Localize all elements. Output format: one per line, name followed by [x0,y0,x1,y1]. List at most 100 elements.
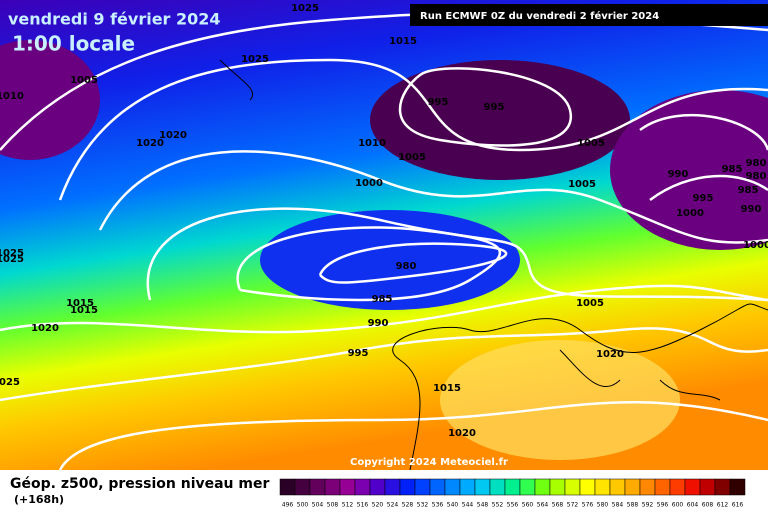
scale-label: 600 [672,502,684,509]
scale-label: 532 [417,502,429,509]
scale-swatch [594,478,611,496]
scale-swatch [639,478,656,496]
scale-label: 572 [567,502,579,509]
scale-label: 612 [717,502,729,509]
isobar-label: 1020 [596,349,624,360]
scale-label: 544 [462,502,474,509]
isobar-label: 1020 [159,130,187,141]
isobar-label: 1025 [291,3,319,14]
scale-swatch [399,478,416,496]
scale-label: 584 [612,502,624,509]
copyright: Copyright 2024 Meteociel.fr [350,457,508,468]
isobar-label: 990 [741,204,762,215]
isobar-label: 1000 [743,240,768,251]
isobar-label: 980 [746,171,767,182]
scale-swatch [444,478,461,496]
scale-swatch [309,478,326,496]
scale-label: 520 [372,502,384,509]
scale-swatch [699,478,716,496]
isobar-label: 1015 [389,36,417,47]
isobar-label: 1005 [70,75,98,86]
isobar-label: 985 [372,294,393,305]
scale-swatch [369,478,386,496]
footer-label: Géop. z500, pression niveau mer [10,476,269,492]
isobar-label: 1015 [433,383,461,394]
scale-label: 564 [537,502,549,509]
scale-swatch [654,478,671,496]
isobar-label: 980 [746,158,767,169]
scale-label: 560 [522,502,534,509]
scale-swatch [324,478,341,496]
scale-label: 576 [582,502,594,509]
scale-swatch [429,478,446,496]
scale-swatch [414,478,431,496]
run-info: Run ECMWF 0Z du vendredi 2 février 2024 [420,10,659,22]
isobar-label: 980 [396,261,417,272]
isobar-label: 1020 [31,323,59,334]
scale-label: 604 [687,502,699,509]
scale-swatch [474,478,491,496]
isobar-label: 990 [368,318,389,329]
footer-lead: (+168h) [14,493,64,506]
scale-swatch [459,478,476,496]
isobar-label: 1005 [568,179,596,190]
scale-label: 568 [552,502,564,509]
low-area [0,40,100,160]
scale-label: 592 [642,502,654,509]
isobar-label: 1015 [70,305,98,316]
scale-swatch [564,478,581,496]
scale-swatch [504,478,521,496]
isobar-label: 990 [668,169,689,180]
scale-swatch [384,478,401,496]
scale-label: 508 [327,502,339,509]
isobar-label: 985 [738,185,759,196]
coastlines [219,59,768,471]
scale-swatch [714,478,731,496]
scale-swatch [624,478,641,496]
scale-label: 596 [657,502,669,509]
scale-swatch [534,478,551,496]
isobar-label: 1025 [241,54,269,65]
scale-swatch [339,478,356,496]
isobar-label: 995 [693,193,714,204]
isobar-label: 1025 [0,254,24,265]
scale-label: 588 [627,502,639,509]
scale-label: 556 [507,502,519,509]
scale-label: 512 [342,502,354,509]
high-area [440,340,680,460]
isobar-label: 1015 [66,298,94,309]
scale-swatch [684,478,701,496]
scale-label: 524 [387,502,399,509]
isobar-label: 1010 [358,138,386,149]
isobar-label: 1025 [0,377,20,388]
scale-swatch [579,478,596,496]
scale-label: 616 [732,502,744,509]
scale-swatch [279,478,296,496]
scale-label: 528 [402,502,414,509]
isobar-label: 995 [348,348,369,359]
scale-label: 516 [357,502,369,509]
scale-swatch [549,478,566,496]
isobar-label: 1000 [676,208,704,219]
isobar-label: 985 [722,164,743,175]
isobar-label: 1000 [355,178,383,189]
title: vendredi 9 février 2024 [8,10,221,29]
scale-swatch [489,478,506,496]
scale-swatch [669,478,686,496]
low-area [610,90,768,250]
scale-label: 548 [477,502,489,509]
isobar-label: 1005 [577,138,605,149]
scale-swatch [729,478,746,496]
scale-label: 536 [432,502,444,509]
isobar-label: 995 [484,102,505,113]
scale-label: 580 [597,502,609,509]
scale-label: 504 [312,502,324,509]
low-area [370,60,630,180]
isobar-label: 995 [428,97,449,108]
isobar-label: 1020 [136,138,164,149]
isobar-label: 1005 [398,152,426,163]
scale-swatch [354,478,371,496]
isobar-label: 1025 [0,248,24,259]
run-box [410,4,768,26]
